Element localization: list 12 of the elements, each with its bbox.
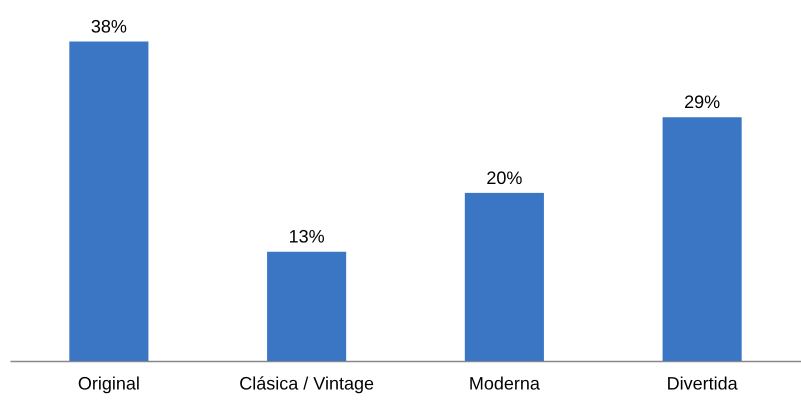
data-label: 20% [486, 168, 522, 188]
data-label: 13% [288, 226, 325, 247]
bar [662, 117, 742, 361]
bar [69, 42, 148, 361]
x-tick-label: Moderna [468, 374, 541, 394]
x-tick-label: Original [78, 374, 140, 394]
data-label: 38% [90, 16, 127, 37]
bar [267, 252, 346, 361]
x-tick-label: Divertida [666, 374, 739, 394]
data-label: 29% [684, 92, 720, 112]
x-tick-label: Clásica / Vintage [239, 374, 374, 394]
bar [464, 192, 544, 361]
